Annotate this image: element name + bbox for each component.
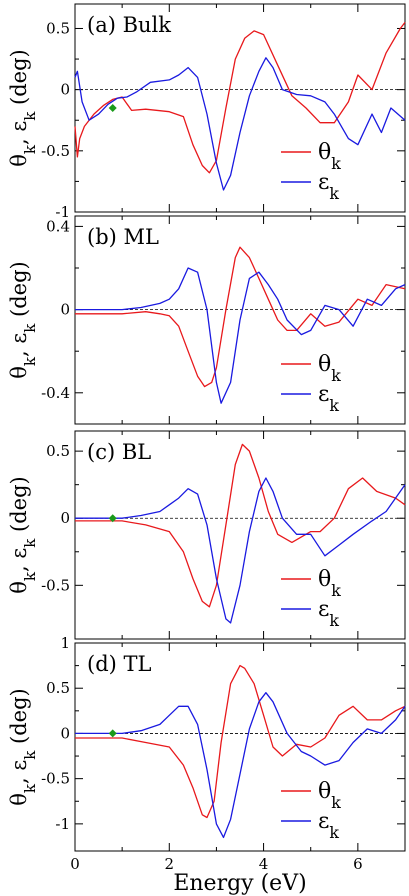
panel-c-legend-label-theta: θk bbox=[318, 567, 341, 600]
panel-b-series-theta bbox=[75, 246, 406, 388]
x-tick-label: 6 bbox=[353, 855, 363, 873]
panel-c-legend-label-epsilon: εk bbox=[318, 597, 339, 630]
panel-a-legend-label-theta: θk bbox=[318, 140, 341, 173]
panel-a-y-axis-label: θk, εk (deg) bbox=[7, 49, 39, 166]
panel-d-legend-label-theta: θk bbox=[318, 779, 341, 812]
panel-b-legend-label-epsilon: εk bbox=[318, 382, 339, 415]
panel-c-ytick-label: 0 bbox=[60, 509, 70, 527]
panel-b-series-epsilon bbox=[75, 267, 406, 404]
panel-d-y-axis-label: θk, εk (deg) bbox=[7, 688, 39, 805]
panel-c-marker bbox=[108, 514, 117, 523]
panel-b-legend-label-theta: θk bbox=[318, 352, 341, 385]
panel-a-legend-label-epsilon: εk bbox=[318, 170, 339, 203]
panel-c-ytick-label: 0.5 bbox=[46, 442, 70, 460]
panel-c-title: (c) BL bbox=[87, 440, 151, 464]
panel-b-ytick-label: 0 bbox=[60, 301, 70, 319]
panel-b-ytick-label: -0.4 bbox=[41, 384, 70, 402]
panel-d-ytick-label: 0.5 bbox=[46, 679, 70, 697]
panel-b-frame bbox=[74, 215, 406, 425]
panel-b-y-axis-label: θk, εk (deg) bbox=[7, 261, 39, 378]
panel-d-marker bbox=[108, 729, 117, 738]
panel-d-ytick-label: 1 bbox=[60, 634, 70, 652]
panel-c-frame bbox=[74, 430, 406, 640]
panel-a-ytick-label: -1 bbox=[55, 203, 70, 221]
panel-a-marker bbox=[108, 104, 117, 112]
panel-c-series-theta bbox=[75, 443, 406, 608]
panel-d-ytick-label: -1 bbox=[55, 815, 70, 833]
panel-a-title: (a) Bulk bbox=[87, 13, 171, 37]
panel-a-series-theta bbox=[74, 22, 406, 174]
panel-d-legend-label-epsilon: εk bbox=[318, 809, 339, 842]
panel-d-series-epsilon bbox=[75, 692, 406, 839]
panel-a-ytick-label: 0.5 bbox=[46, 19, 70, 37]
panel-c-ytick-label: -0.5 bbox=[41, 576, 70, 594]
panel-d-frame bbox=[74, 642, 406, 852]
panel-c-series-epsilon bbox=[75, 477, 406, 624]
panel-a-series-epsilon bbox=[74, 57, 406, 191]
x-tick-label: 4 bbox=[259, 855, 269, 873]
panel-d-title: (d) TL bbox=[87, 652, 152, 676]
panel-d-series-theta bbox=[75, 664, 406, 819]
panel-d-ytick-label: 0 bbox=[60, 724, 70, 742]
x-tick-label: 2 bbox=[165, 855, 175, 873]
panel-a-ytick-label: -0.5 bbox=[41, 142, 70, 160]
panel-c-y-axis-label: θk, εk (deg) bbox=[7, 476, 39, 593]
panel-b-ytick-label: 0.4 bbox=[46, 217, 70, 235]
x-axis-label: Energy (eV) bbox=[173, 871, 306, 896]
panel-a-ytick-label: 0 bbox=[60, 81, 70, 99]
panel-a-frame bbox=[74, 3, 406, 213]
panel-b-title: (b) ML bbox=[87, 225, 159, 249]
panel-d-ytick-label: -0.5 bbox=[41, 770, 70, 788]
x-tick-label: 0 bbox=[70, 855, 80, 873]
